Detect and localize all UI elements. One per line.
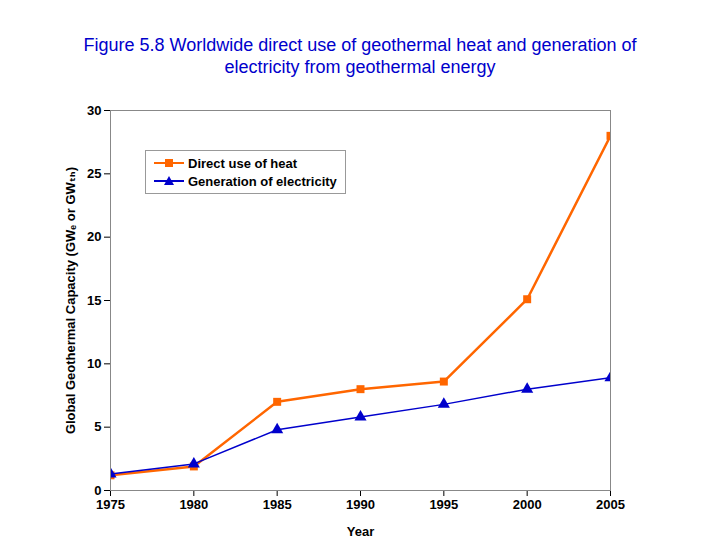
svg-text:5: 5	[94, 419, 101, 434]
svg-text:1995: 1995	[429, 497, 458, 512]
html-text:Figure 5.8 Worldwide direct us: Figure 5.8 Worldwide direct use of geoth…	[83, 35, 637, 77]
svg-text:2005: 2005	[596, 497, 625, 512]
svg-text:Global Geothermal Capacity (GW: Global Geothermal Capacity (GWₑ or GWₜₕ)	[63, 167, 78, 434]
html-text:Direct use of heat: Direct use of heat	[188, 155, 298, 171]
svg-text:2000: 2000	[513, 497, 542, 512]
svg-text:25: 25	[87, 166, 101, 181]
svg-text:10: 10	[87, 356, 101, 371]
svg-text:30: 30	[87, 103, 101, 118]
svg-text:1980: 1980	[179, 497, 208, 512]
html-text:Generation of electricity: Generation of electricity	[188, 173, 337, 189]
svg-text:15: 15	[87, 293, 101, 308]
svg-text:Year: Year	[347, 524, 374, 539]
svg-text:1975: 1975	[96, 497, 125, 512]
svg-text:20: 20	[87, 229, 101, 244]
svg-text:0: 0	[94, 483, 101, 498]
svg-text:1985: 1985	[263, 497, 292, 512]
svg-text:1990: 1990	[346, 497, 375, 512]
